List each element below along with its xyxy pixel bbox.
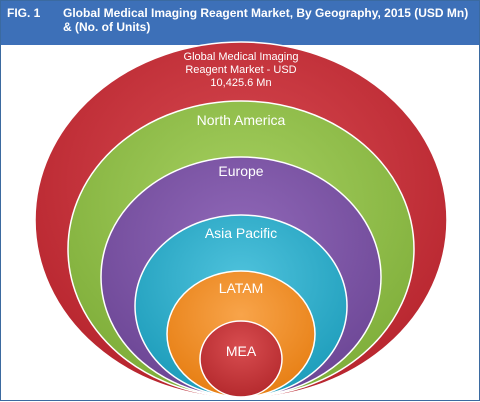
mea-label: MEA — [226, 343, 257, 359]
figure-title: Global Medical Imaging Reagent Market, B… — [63, 6, 469, 34]
europe-label: Europe — [218, 163, 263, 179]
north-america-label: North America — [197, 112, 286, 128]
figure-header: FIG. 1 Global Medical Imaging Reagent Ma… — [1, 1, 479, 45]
latam-label: LATAM — [219, 280, 264, 296]
global-market-value: 10,425.6 Mn — [210, 77, 271, 89]
figure-label: FIG. 1 — [7, 6, 41, 20]
global-market-label-line-1: Global Medical Imaging — [184, 51, 299, 63]
mea-circle — [199, 320, 283, 398]
global-market-label-line-2: Reagent Market - USD — [185, 64, 296, 76]
asia-pacific-label: Asia Pacific — [205, 225, 277, 241]
